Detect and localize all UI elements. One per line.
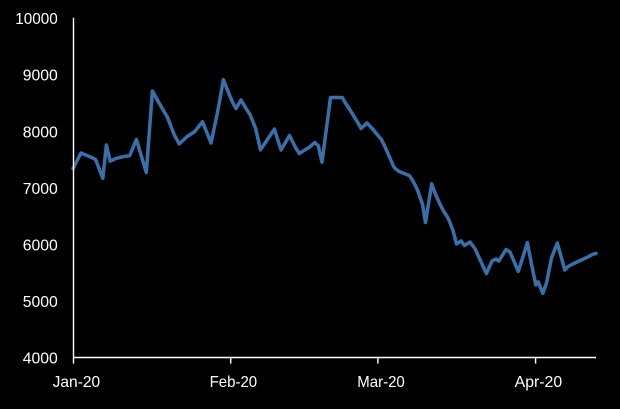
svg-text:10000: 10000 [15,11,58,28]
svg-text:Jan-20: Jan-20 [53,374,101,391]
svg-text:9000: 9000 [23,68,58,85]
svg-text:6000: 6000 [23,238,58,255]
svg-text:Mar-20: Mar-20 [357,374,405,391]
svg-text:5000: 5000 [23,294,58,311]
svg-text:Apr-20: Apr-20 [515,374,563,391]
svg-text:4000: 4000 [23,351,58,368]
svg-text:Feb-20: Feb-20 [210,374,258,391]
svg-text:7000: 7000 [23,181,58,198]
svg-text:8000: 8000 [23,124,58,141]
